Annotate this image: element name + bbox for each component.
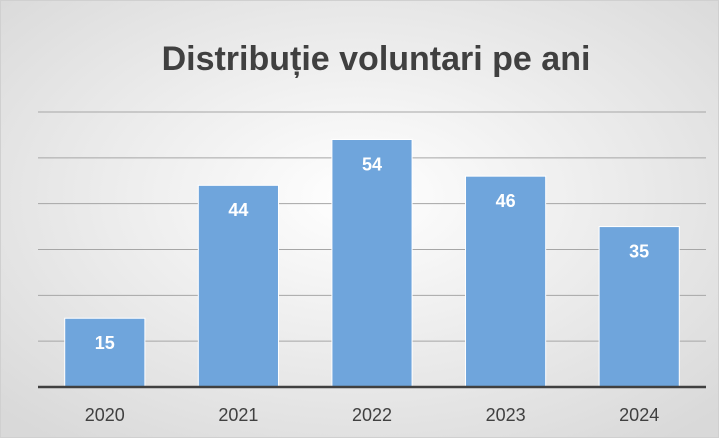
x-tick-label: 2022	[352, 405, 392, 425]
data-label: 35	[629, 241, 649, 261]
data-label: 44	[228, 200, 248, 220]
x-tick-label: 2024	[619, 405, 659, 425]
data-label: 54	[362, 154, 382, 174]
bar	[64, 317, 146, 388]
bar	[331, 139, 413, 388]
bar	[465, 175, 547, 388]
x-tick-label: 2020	[85, 405, 125, 425]
bar	[598, 226, 680, 388]
x-tick-label: 2023	[486, 405, 526, 425]
bar	[197, 184, 279, 388]
data-label: 46	[496, 191, 516, 211]
data-label: 15	[95, 333, 115, 353]
x-tick-label: 2021	[218, 405, 258, 425]
chart-title: Distribuție voluntari pe ani	[162, 40, 591, 78]
